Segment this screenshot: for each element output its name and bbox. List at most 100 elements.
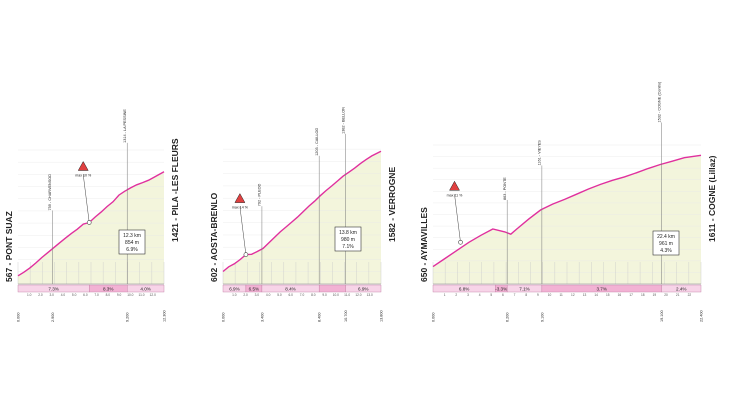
summary-value: 4.3% bbox=[660, 248, 672, 254]
start-label: 602 - AOSTA-BRENLO bbox=[209, 192, 219, 282]
grade-segment bbox=[345, 284, 382, 293]
km-tick-label: 8 bbox=[525, 293, 527, 297]
climb-profile-panel: 1 2 3 4 5 6 7 8 9 10 11 12 13 14 15 16 17 18 19 20 21 226.8% -… bbox=[419, 81, 717, 322]
km-tick-label: 11.0 bbox=[139, 293, 145, 297]
km-tick-label: 9 bbox=[537, 293, 539, 297]
km-marker-label: 8.400 bbox=[318, 312, 322, 322]
gpm-icon bbox=[77, 160, 89, 171]
km-marker-label: 9.100 bbox=[540, 312, 544, 322]
start-label: 567 - PONT SUAZ bbox=[4, 211, 14, 282]
grade-label: 3.7% bbox=[596, 286, 606, 291]
km-tick-label: 9.0 bbox=[322, 293, 327, 297]
waypoint-label: 1203 - CAILLOD bbox=[315, 127, 319, 155]
km-marker-label: 0.000 bbox=[222, 312, 226, 322]
climb-profile-panel: 1.0 2.0 3.0 4.0 5.0 6.0 7.0 8.0 9.0 10.0 11.0 12.0 1… bbox=[209, 107, 397, 322]
gpm-pointer bbox=[454, 194, 461, 243]
km-tick-label: 12 bbox=[571, 293, 575, 297]
climb-profile-panel: 1.0 2.0 3.0 4.0 5.0 6.0 7.0 8.0 9.0 10.0 11.0 12.0 7… bbox=[4, 109, 180, 322]
grade-label: 7.3% bbox=[48, 286, 58, 291]
km-tick-label: 4.0 bbox=[266, 293, 271, 297]
km-tick-label: 2 bbox=[455, 293, 457, 297]
km-tick-label: 7.0 bbox=[94, 293, 99, 297]
km-marker-label: 19.100 bbox=[660, 310, 664, 322]
km-tick-label: 6.0 bbox=[288, 293, 293, 297]
km-tick-label: 10 bbox=[548, 293, 552, 297]
start-label: 650 - AYMAVILLES bbox=[419, 207, 429, 282]
km-tick-label: 3 bbox=[467, 293, 469, 297]
gpm-max-label: max 14 % bbox=[232, 206, 249, 210]
km-tick-label: 11.0 bbox=[344, 293, 350, 297]
km-tick-label: 13 bbox=[583, 293, 587, 297]
km-tick-label: 15 bbox=[606, 293, 610, 297]
km-tick-label: 14 bbox=[594, 293, 598, 297]
km-tick-label: 11 bbox=[560, 293, 564, 297]
waypoint-label: 1382 - BELLON bbox=[341, 107, 345, 134]
km-tick-label: 1.0 bbox=[232, 293, 237, 297]
km-tick-label: 7.0 bbox=[300, 293, 305, 297]
gpm-point bbox=[243, 252, 249, 257]
km-tick-label: 5.0 bbox=[72, 293, 77, 297]
summary-value: 13.8 km bbox=[339, 230, 357, 236]
km-marker-label: 13.800 bbox=[380, 310, 384, 322]
km-tick-label: 3.0 bbox=[255, 293, 260, 297]
grade-label: 6.8% bbox=[459, 286, 469, 291]
summary-box bbox=[118, 229, 146, 255]
km-marker-label: 9.200 bbox=[126, 312, 130, 322]
km-tick-label: 18 bbox=[641, 293, 645, 297]
km-tick-label: 4.0 bbox=[61, 293, 66, 297]
waypoint-label: 792 - PLEOD bbox=[258, 183, 262, 206]
km-tick-label: 8.0 bbox=[106, 293, 111, 297]
km-marker-label: 3.400 bbox=[260, 312, 264, 322]
waypoint-label: 863 - PONTE bbox=[503, 177, 507, 200]
gpm-max-label: max 10 % bbox=[75, 173, 92, 177]
grade-label: 7.1% bbox=[519, 286, 529, 291]
grade-label: 8.3% bbox=[103, 286, 113, 291]
summary-value: 961 m bbox=[659, 241, 673, 247]
km-tick-label: 13.0 bbox=[367, 293, 373, 297]
summary-value: 6.9% bbox=[126, 247, 138, 253]
profile-line bbox=[432, 154, 702, 268]
summary-value: 980 m bbox=[341, 237, 355, 243]
finish-label: 1421 - PILA -LES FLEURS bbox=[170, 138, 180, 242]
gpm-point bbox=[458, 240, 463, 245]
km-tick-label: 12.0 bbox=[150, 293, 156, 297]
km-tick-label: 20 bbox=[664, 293, 668, 297]
gpm-icon bbox=[449, 180, 460, 191]
km-marker-label: 2.900 bbox=[51, 312, 55, 322]
grade-label: 6.5% bbox=[249, 286, 259, 291]
profile-line bbox=[222, 150, 382, 273]
km-tick-label: 9.0 bbox=[117, 293, 122, 297]
km-tick-label: 5.0 bbox=[277, 293, 282, 297]
km-marker-label: 12.300 bbox=[163, 310, 167, 322]
gpm-pointer bbox=[239, 206, 247, 255]
grade-segment bbox=[661, 284, 702, 293]
km-tick-label: 1.0 bbox=[27, 293, 32, 297]
waypoint-label: 1532 - COGNE (Centro) bbox=[657, 81, 661, 122]
km-tick-label: 21 bbox=[676, 293, 680, 297]
gpm-point bbox=[86, 220, 92, 225]
km-tick-label: 4 bbox=[479, 293, 481, 297]
finish-label: 1611 - COGNE (Lillaz) bbox=[707, 155, 717, 242]
km-tick-label: 22 bbox=[688, 293, 692, 297]
km-tick-label: 12.0 bbox=[355, 293, 361, 297]
km-tick-label: 3.0 bbox=[49, 293, 54, 297]
grade-label: 6.9% bbox=[229, 286, 239, 291]
grade-label: -3.3% bbox=[495, 286, 507, 291]
km-marker-label: 6.200 bbox=[506, 312, 510, 322]
grade-label: 4.0% bbox=[140, 286, 150, 291]
summary-value: 854 m bbox=[125, 240, 139, 246]
waypoint-label: 1314 - LA PESSINE bbox=[123, 109, 127, 143]
km-marker-label: 22.400 bbox=[700, 310, 704, 322]
km-marker-label: 0.000 bbox=[432, 312, 436, 322]
km-tick-label: 5 bbox=[490, 293, 492, 297]
km-tick-label: 19 bbox=[653, 293, 657, 297]
summary-value: 7.1% bbox=[342, 244, 354, 250]
profile-area bbox=[433, 155, 701, 284]
summary-value: 12.3 km bbox=[123, 233, 141, 239]
summary-box bbox=[652, 230, 680, 256]
km-marker-label: 10.700 bbox=[344, 310, 348, 322]
profile-area bbox=[18, 171, 164, 284]
km-tick-label: 16 bbox=[618, 293, 622, 297]
km-tick-label: 7 bbox=[514, 293, 516, 297]
